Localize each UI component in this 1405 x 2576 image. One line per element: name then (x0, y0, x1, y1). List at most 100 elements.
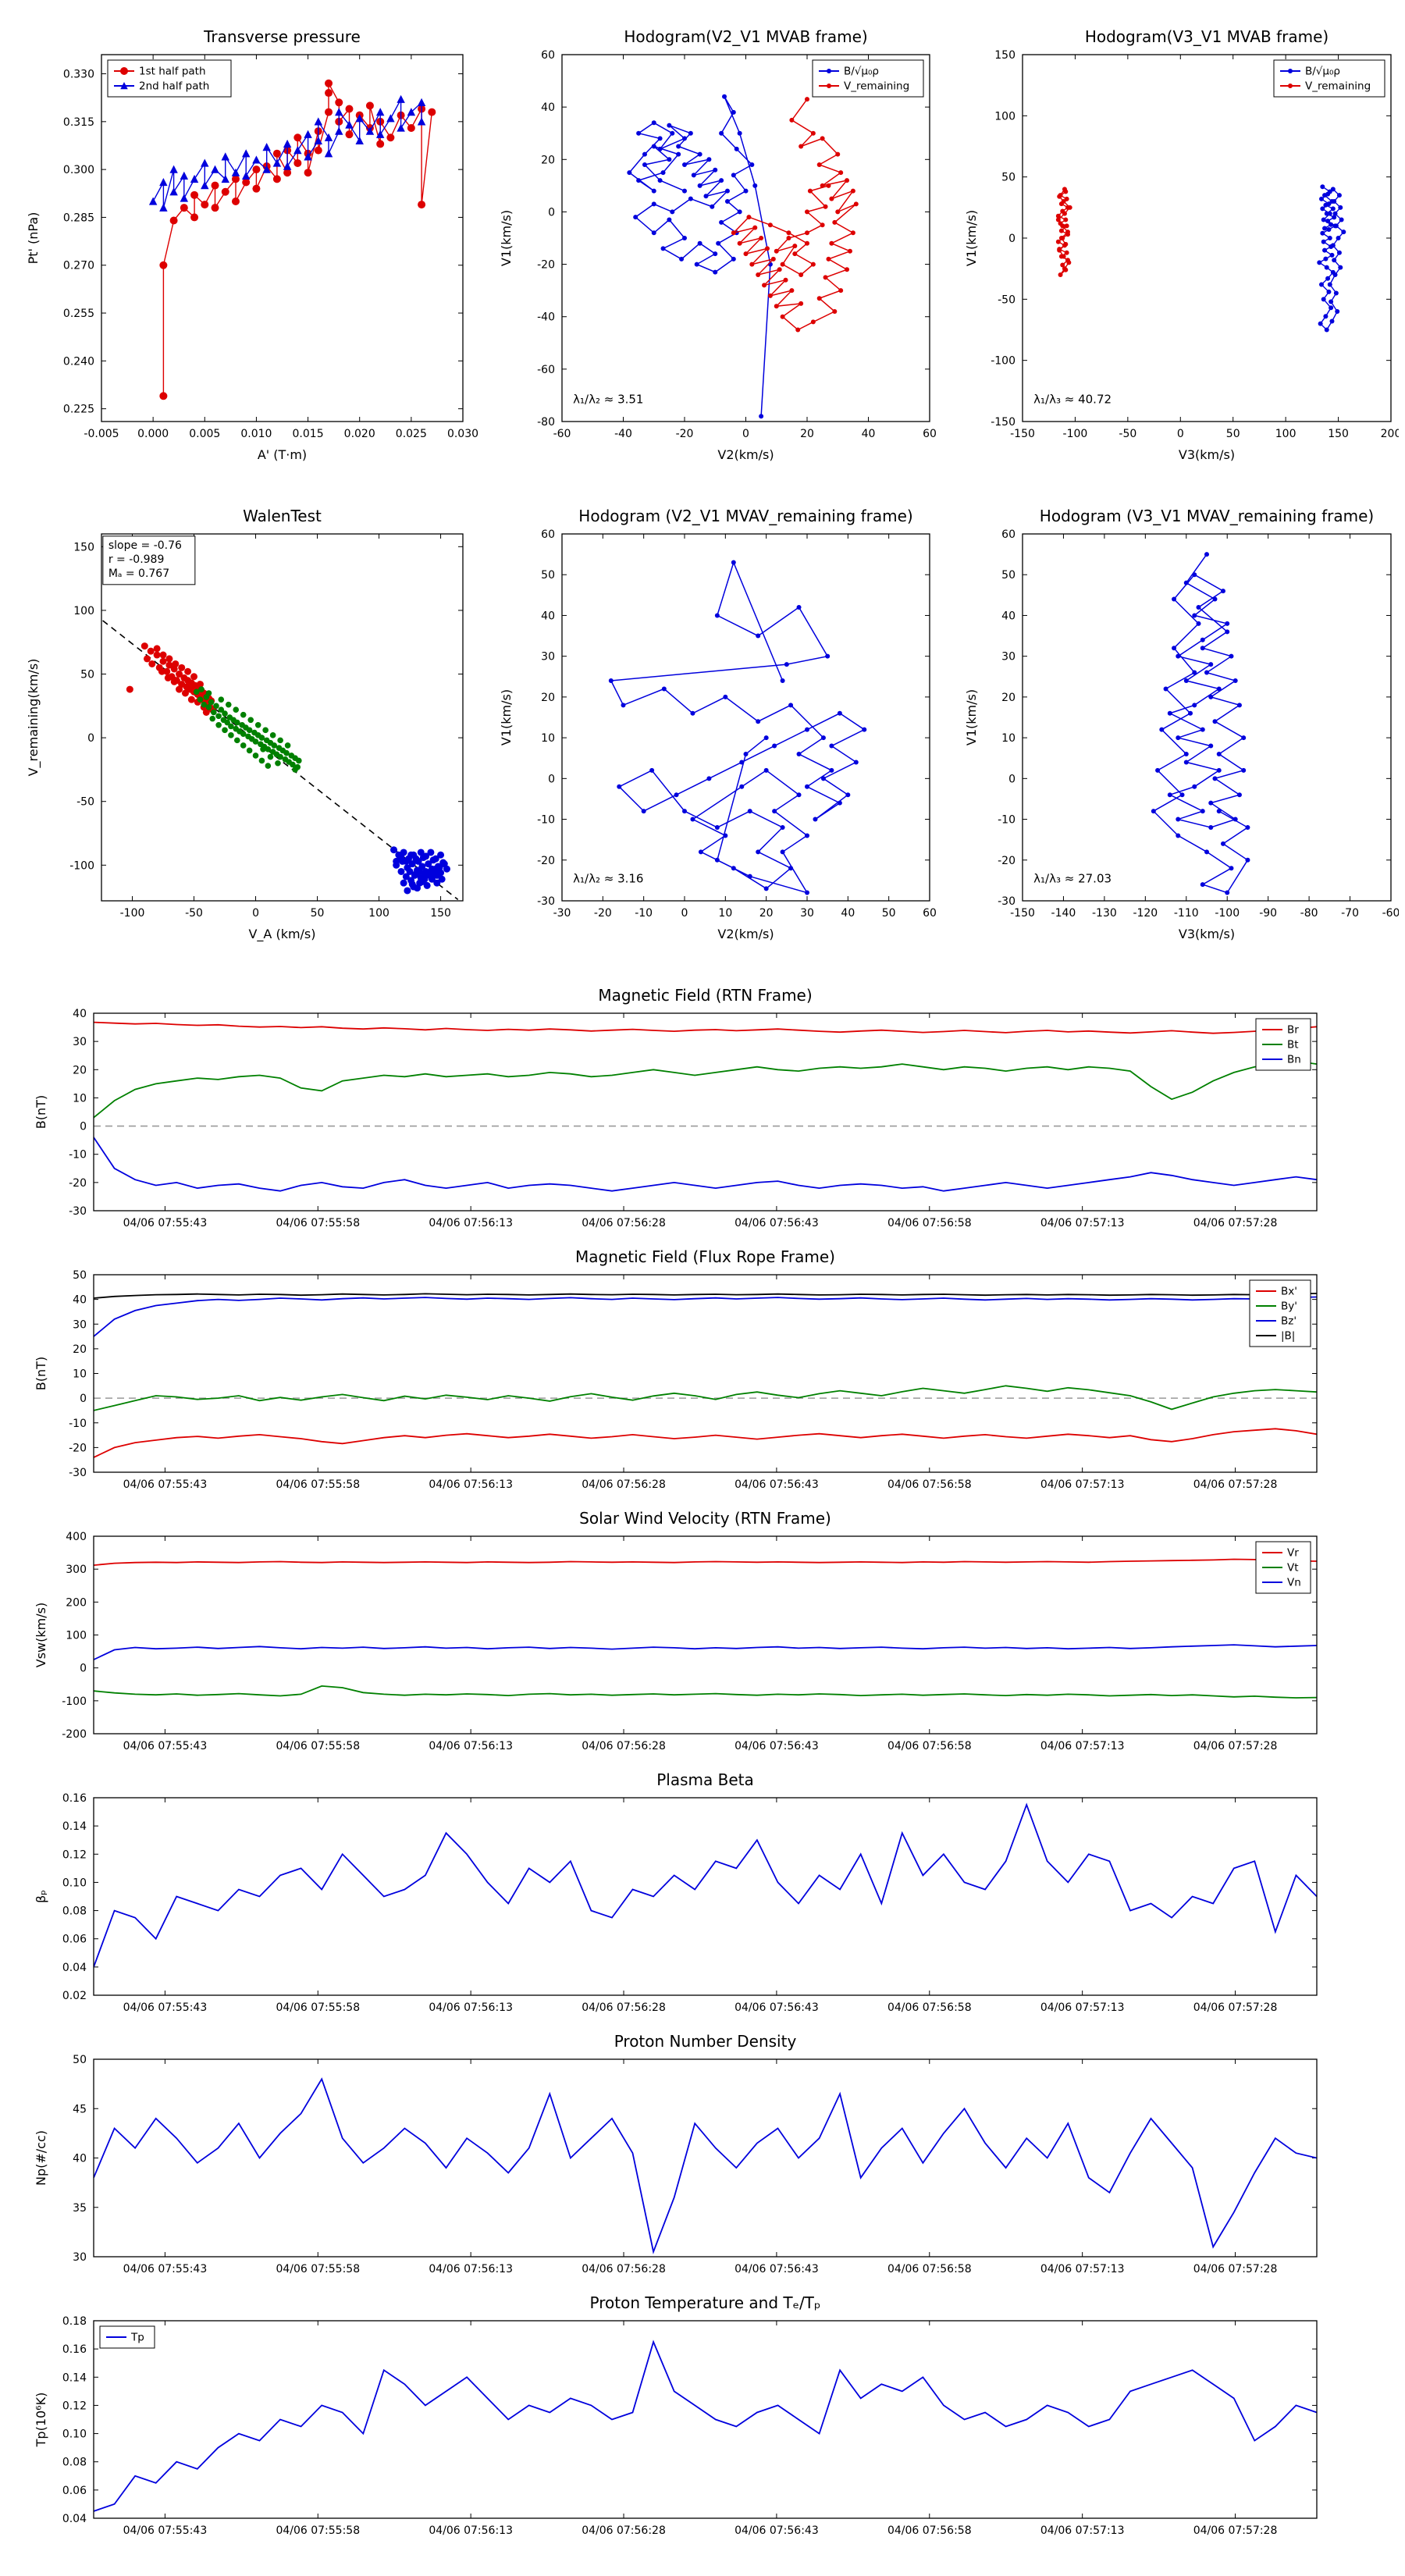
series-line (94, 1021, 1317, 1034)
series-line (94, 1428, 1317, 1458)
x-tick-label: 04/06 07:56:13 (429, 1740, 513, 1752)
series-group (1151, 552, 1250, 895)
y-axis-label: βₚ (34, 1890, 48, 1903)
x-axis-label: V3(km/s) (1179, 927, 1235, 941)
annotation: λ₁/λ₂ ≈ 3.16 (573, 872, 643, 886)
y-tick-label: 0.16 (62, 2343, 87, 2356)
series-group (94, 1558, 1317, 1699)
series-line (94, 1558, 1317, 1566)
y-tick-label: -100 (69, 859, 94, 872)
x-tick-label: 04/06 07:57:13 (1040, 2263, 1125, 2275)
y-tick-label: 45 (73, 2103, 87, 2115)
y-tick-label: 40 (73, 2153, 87, 2165)
series-line (1152, 553, 1249, 894)
x-tick-label: 04/06 07:56:13 (429, 2001, 513, 2014)
series-line (731, 98, 857, 331)
series-line (94, 2077, 1317, 2254)
x-tick-label: -140 (1051, 907, 1076, 920)
x-tick-label: 04/06 07:55:58 (276, 1478, 360, 1491)
x-tick-label: 04/06 07:56:13 (429, 1217, 513, 1229)
y-tick-label: 40 (1001, 610, 1016, 622)
panel-title: Proton Temperature and Tₑ/Tₚ (590, 2293, 821, 2312)
legend: B/√μ₀ρ V_remaining (812, 59, 924, 98)
panel-title: Hodogram (V2_V1 MVAV_remaining frame) (578, 507, 912, 525)
y-tick-label: 0 (80, 1393, 87, 1405)
y-tick-label: -200 (62, 1728, 87, 1741)
series-line (94, 1685, 1317, 1699)
y-tick-label: 40 (541, 101, 555, 114)
series-group (94, 2339, 1317, 2512)
y-tick-label: -30 (998, 895, 1016, 908)
x-tick-label: -50 (1119, 428, 1136, 440)
x-tick-label: 50 (311, 907, 325, 920)
legend-label: |B| (1281, 1330, 1295, 1343)
vsw-panel: 04/06 07:55:43 04/06 07:55:58 04/06 07:56:… (34, 1509, 1318, 1752)
panel-title: Hodogram(V3_V1 MVAB frame) (1085, 27, 1329, 46)
y-tick-label: 0.285 (63, 212, 94, 224)
x-tick-label: 04/06 07:56:58 (887, 2263, 972, 2275)
legend-label: Bn (1287, 1054, 1301, 1066)
x-tick-label: 04/06 07:56:43 (735, 2524, 819, 2537)
y-tick-label: -60 (537, 364, 555, 376)
legend: Tp (99, 2325, 155, 2349)
x-tick-label: -90 (1259, 907, 1277, 920)
x-tick-label: 40 (862, 428, 876, 440)
y-tick-label: 100 (994, 110, 1016, 123)
y-tick-label: 0.225 (63, 404, 94, 416)
y-tick-label: -10 (998, 814, 1016, 827)
y-tick-label: 50 (73, 1269, 87, 1282)
panel-title: Transverse pressure (203, 27, 361, 46)
y-tick-label: -10 (69, 1418, 87, 1430)
x-axis-label: V2(km/s) (717, 447, 774, 462)
y-axis-label: V1(km/s) (964, 210, 979, 266)
legend: Bx' By' Bz' |B| (1249, 1279, 1311, 1347)
x-tick-label: 04/06 07:57:28 (1193, 2263, 1278, 2275)
x-tick-label: -130 (1092, 907, 1117, 920)
stats-line: slope = -0.76 (108, 539, 182, 552)
x-tick-label: 0 (1177, 428, 1184, 440)
y-tick-label: 0 (1008, 233, 1016, 245)
series-line (94, 1296, 1317, 1337)
x-tick-label: 04/06 07:56:58 (887, 2524, 972, 2537)
x-tick-label: 04/06 07:57:28 (1193, 2524, 1278, 2537)
x-tick-label: -100 (120, 907, 145, 920)
y-tick-label: 0.06 (62, 1934, 87, 1946)
legend: 1st half path 2nd half path (107, 59, 232, 98)
x-tick-label: 04/06 07:57:13 (1040, 2524, 1125, 2537)
y-tick-label: 0.10 (62, 1877, 87, 1889)
x-tick-label: -40 (614, 428, 632, 440)
y-tick-label: -10 (537, 814, 555, 827)
x-tick-label: 60 (923, 907, 937, 920)
series-line (94, 1802, 1317, 1968)
y-axis-label: B(nT) (34, 1095, 48, 1129)
x-tick-label: 60 (923, 428, 937, 440)
x-tick-label: -60 (1382, 907, 1399, 920)
x-tick-label: 04/06 07:56:13 (429, 2524, 513, 2537)
legend-label: V_remaining (1305, 80, 1371, 93)
y-tick-label: -30 (69, 1205, 87, 1218)
y-tick-label: -50 (998, 294, 1016, 306)
x-tick-label: 04/06 07:56:58 (887, 1217, 972, 1229)
series-line (610, 560, 866, 894)
y-tick-label: -80 (537, 416, 555, 429)
x-tick-label: 200 (1381, 428, 1399, 440)
series-line (94, 1137, 1317, 1192)
transverse_pressure-panel: -0.005 0.000 0.005 0.010 0.015 0.020 0.025 0.03… (26, 27, 478, 462)
y-tick-label: 0.12 (62, 2400, 87, 2412)
x-tick-label: 04/06 07:55:58 (276, 1217, 360, 1229)
panel-title: Hodogram(V2_V1 MVAB frame) (624, 27, 867, 46)
legend-label: B/√μ₀ρ (1305, 66, 1340, 78)
annotation: λ₁/λ₃ ≈ 27.03 (1033, 872, 1112, 886)
x-tick-label: 30 (800, 907, 814, 920)
series-line (94, 1293, 1317, 1299)
y-tick-label: 0.10 (62, 2428, 87, 2441)
legend-label: Vt (1287, 1562, 1299, 1574)
y-tick-label: -100 (62, 1695, 87, 1708)
y-tick-label: 0.315 (63, 116, 94, 129)
y-tick-label: -150 (991, 416, 1016, 429)
x-tick-label: 04/06 07:57:28 (1193, 1217, 1278, 1229)
hodogram_v3v1_mvab-panel: -150 -100 -50 0 50 100 150 200 -150 -100 -50 0 50 100… (964, 27, 1399, 462)
x-tick-label: -20 (594, 907, 612, 920)
y-tick-label: 0.300 (63, 164, 94, 176)
series-group (627, 94, 859, 419)
